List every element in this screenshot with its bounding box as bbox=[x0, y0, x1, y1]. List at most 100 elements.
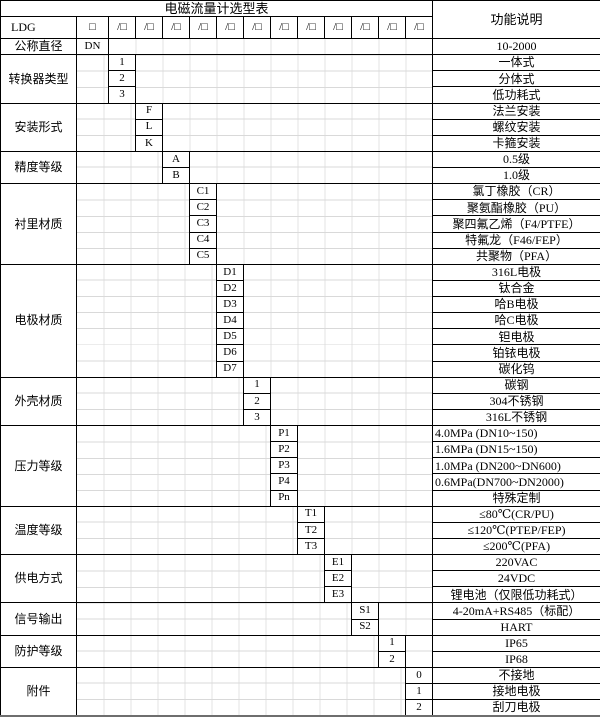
function-desc: 220VAC bbox=[433, 555, 600, 571]
code-cell: B bbox=[163, 168, 190, 184]
code-cell: P1 bbox=[271, 426, 298, 442]
right-filler bbox=[190, 151, 433, 183]
code-cell: E2 bbox=[325, 571, 352, 587]
model-slot-box: /□ bbox=[109, 17, 136, 39]
code-cell: F bbox=[136, 103, 163, 119]
right-filler bbox=[325, 506, 433, 554]
group-label: 附件 bbox=[1, 667, 77, 715]
right-filler bbox=[136, 55, 433, 103]
left-filler bbox=[77, 151, 163, 183]
right-filler bbox=[298, 426, 433, 507]
code-cell: 1 bbox=[109, 55, 136, 71]
function-desc: 聚四氟乙烯（F4/PTFE） bbox=[433, 216, 600, 232]
code-cell: A bbox=[163, 151, 190, 167]
model-slot-box: /□ bbox=[244, 17, 271, 39]
group-label: 电极材质 bbox=[1, 264, 77, 377]
code-cell: D4 bbox=[217, 313, 244, 329]
function-desc: 钽电极 bbox=[433, 329, 600, 345]
model-prefix: LDG bbox=[1, 17, 77, 39]
code-cell: C3 bbox=[190, 216, 217, 232]
left-filler bbox=[77, 377, 244, 425]
code-cell: 2 bbox=[379, 651, 406, 667]
function-desc: 法兰安装 bbox=[433, 103, 600, 119]
model-slot-box: /□ bbox=[352, 17, 379, 39]
function-desc: 锂电池（仅限低功耗式） bbox=[433, 587, 600, 603]
code-cell: P4 bbox=[271, 474, 298, 490]
right-filler bbox=[379, 603, 433, 635]
code-cell: S2 bbox=[352, 619, 379, 635]
group-label: 外壳材质 bbox=[1, 377, 77, 425]
function-desc: 4.0MPa (DN10~150) bbox=[433, 426, 600, 442]
code-cell: T2 bbox=[298, 522, 325, 538]
group-label: 温度等级 bbox=[1, 506, 77, 554]
code-cell: D3 bbox=[217, 297, 244, 313]
code-cell: 2 bbox=[244, 393, 271, 409]
code-cell: P2 bbox=[271, 442, 298, 458]
code-cell: C4 bbox=[190, 232, 217, 248]
function-desc: 分体式 bbox=[433, 71, 600, 87]
function-desc: 不接地 bbox=[433, 667, 600, 683]
code-cell: T1 bbox=[298, 506, 325, 522]
function-desc: 共聚物（PFA） bbox=[433, 248, 600, 264]
function-desc: HART bbox=[433, 619, 600, 635]
function-desc: 一体式 bbox=[433, 55, 600, 71]
code-cell: D7 bbox=[217, 361, 244, 377]
model-slot-box: /□ bbox=[298, 17, 325, 39]
group-label: 防护等级 bbox=[1, 635, 77, 667]
code-cell: S1 bbox=[352, 603, 379, 619]
function-desc: 316L不锈钢 bbox=[433, 409, 600, 425]
model-slot-box: /□ bbox=[325, 17, 352, 39]
code-cell: E3 bbox=[325, 587, 352, 603]
group-label: 公称直径 bbox=[1, 39, 77, 55]
function-desc: 碳化钨 bbox=[433, 361, 600, 377]
code-cell: DN bbox=[77, 39, 109, 55]
model-slot-box: /□ bbox=[406, 17, 433, 39]
code-cell: 3 bbox=[109, 87, 136, 103]
code-cell: K bbox=[136, 135, 163, 151]
left-filler bbox=[77, 506, 298, 554]
model-slot-box: /□ bbox=[190, 17, 217, 39]
group-label: 信号输出 bbox=[1, 603, 77, 635]
model-slot-box: /□ bbox=[163, 17, 190, 39]
group-label: 衬里材质 bbox=[1, 184, 77, 265]
code-cell: T3 bbox=[298, 538, 325, 554]
left-filler bbox=[77, 55, 109, 103]
code-cell: D6 bbox=[217, 345, 244, 361]
group-label: 安装形式 bbox=[1, 103, 77, 151]
model-slot-box: /□ bbox=[136, 17, 163, 39]
function-desc: 刮刀电极 bbox=[433, 700, 600, 716]
function-desc: 聚氨酯橡胶（PU） bbox=[433, 200, 600, 216]
function-desc: 1.6MPa (DN15~150) bbox=[433, 442, 600, 458]
right-filler bbox=[163, 103, 433, 151]
function-desc: 特殊定制 bbox=[433, 490, 600, 506]
function-desc: 24VDC bbox=[433, 571, 600, 587]
function-desc: 0.5级 bbox=[433, 151, 600, 167]
function-desc: ≤80℃(CR/PU) bbox=[433, 506, 600, 522]
model-slot-box: /□ bbox=[217, 17, 244, 39]
model-first-box: □ bbox=[77, 17, 109, 39]
left-filler bbox=[77, 635, 379, 667]
group-label: 压力等级 bbox=[1, 426, 77, 507]
left-filler bbox=[77, 555, 325, 603]
left-filler bbox=[77, 264, 217, 377]
code-cell: 2 bbox=[109, 71, 136, 87]
function-desc: 10-2000 bbox=[433, 39, 600, 55]
group-label: 精度等级 bbox=[1, 151, 77, 183]
function-desc: 4-20mA+RS485（标配） bbox=[433, 603, 600, 619]
code-cell: 1 bbox=[406, 684, 433, 700]
code-cell: C2 bbox=[190, 200, 217, 216]
code-cell: 0 bbox=[406, 667, 433, 683]
function-desc: 螺纹安装 bbox=[433, 119, 600, 135]
